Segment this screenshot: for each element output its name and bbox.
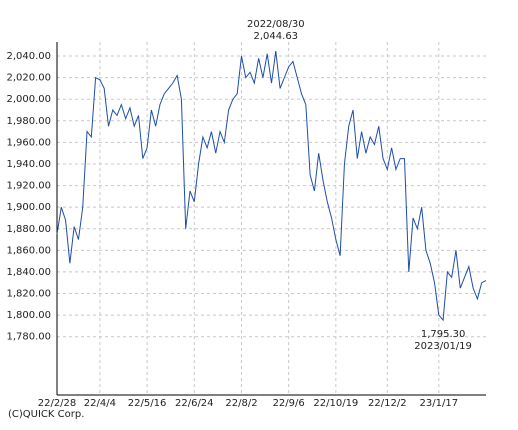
y-tick-label: 2,020.00 [6,73,51,84]
y-tick-label: 1,840.00 [6,267,51,278]
min-value: 1,795.30 [421,329,466,340]
y-tick-label: 1,920.00 [6,181,51,192]
y-tick-label: 1,900.00 [6,202,51,213]
credit: (C)QUICK Corp. [8,409,84,420]
y-tick-label: 1,820.00 [6,289,51,300]
x-tick-label: 22/8/2 [225,398,257,409]
x-tick-label: 22/9/6 [273,398,305,409]
x-tick-label: 22/2/28 [38,398,77,409]
y-tick-label: 1,800.00 [6,310,51,321]
y-tick-label: 1,780.00 [6,332,51,343]
y-tick-label: 2,000.00 [6,94,51,105]
y-tick-label: 1,960.00 [6,137,51,148]
y-tick-label: 1,880.00 [6,224,51,235]
x-tick-label: 22/6/24 [175,398,214,409]
x-tick-label: 23/1/17 [420,398,459,409]
y-tick-label: 1,860.00 [6,245,51,256]
y-tick-label: 1,940.00 [6,159,51,170]
max-date: 2022/08/30 [247,19,305,30]
min-date: 2023/01/19 [414,341,472,352]
x-tick-label: 22/4/4 [84,398,116,409]
x-tick-label: 22/5/16 [128,398,167,409]
max-value: 2,044.63 [254,31,299,42]
y-tick-label: 1,980.00 [6,116,51,127]
x-tick-label: 22/10/19 [313,398,358,409]
x-tick-label: 22/12/2 [368,398,407,409]
price-line [56,50,487,322]
y-tick-label: 2,040.00 [6,51,51,62]
